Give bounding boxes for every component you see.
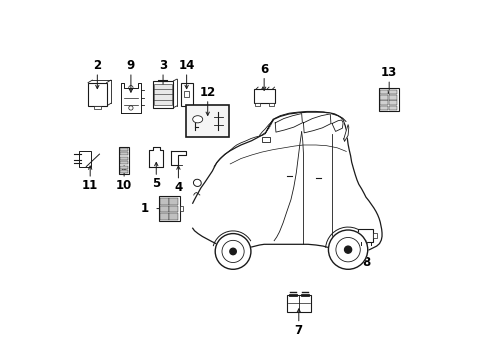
Bar <box>388 100 396 105</box>
Bar <box>388 90 396 94</box>
Circle shape <box>215 234 250 269</box>
Bar <box>154 84 171 105</box>
Bar <box>379 88 398 111</box>
Polygon shape <box>303 114 330 133</box>
Text: 11: 11 <box>82 179 98 192</box>
Bar <box>120 152 128 155</box>
Text: 10: 10 <box>116 179 132 192</box>
Text: 12: 12 <box>199 86 215 99</box>
Bar <box>380 105 387 110</box>
Text: 2: 2 <box>93 59 101 72</box>
Text: 4: 4 <box>174 181 182 194</box>
Bar <box>254 103 259 107</box>
Bar <box>119 147 129 174</box>
Bar <box>180 206 183 211</box>
Bar <box>268 103 273 107</box>
Polygon shape <box>275 113 302 132</box>
Bar <box>373 233 376 238</box>
Bar <box>160 198 168 205</box>
Bar <box>120 157 128 159</box>
Text: 8: 8 <box>361 256 369 269</box>
Bar <box>388 105 396 110</box>
Circle shape <box>328 230 367 269</box>
Bar <box>388 95 396 100</box>
Text: 13: 13 <box>380 66 396 79</box>
Bar <box>169 206 178 212</box>
Bar <box>94 106 101 109</box>
Ellipse shape <box>192 116 203 123</box>
Bar <box>160 206 168 212</box>
Bar <box>380 100 387 105</box>
Bar <box>262 138 269 143</box>
Circle shape <box>344 246 351 253</box>
Bar <box>120 148 128 151</box>
Bar <box>120 166 128 168</box>
Bar <box>152 81 173 108</box>
Bar <box>169 198 178 205</box>
Bar <box>169 213 178 220</box>
Text: 9: 9 <box>126 59 135 72</box>
Bar <box>160 213 168 220</box>
Bar <box>380 90 387 94</box>
Bar <box>358 229 373 242</box>
Text: 14: 14 <box>178 59 194 72</box>
Text: 7: 7 <box>294 324 302 337</box>
Bar <box>380 95 387 100</box>
Bar <box>253 89 274 103</box>
Bar <box>186 105 229 137</box>
Polygon shape <box>343 125 348 141</box>
Bar <box>79 150 91 167</box>
Bar <box>88 83 106 106</box>
Bar <box>120 170 128 173</box>
Bar <box>159 197 180 221</box>
Text: 1: 1 <box>141 202 149 215</box>
Text: 5: 5 <box>152 177 160 190</box>
Bar <box>183 91 189 97</box>
Circle shape <box>229 248 236 255</box>
Polygon shape <box>331 120 343 131</box>
Text: 3: 3 <box>159 59 167 72</box>
Polygon shape <box>264 119 273 134</box>
Ellipse shape <box>193 179 201 186</box>
Text: 6: 6 <box>260 63 268 76</box>
Bar <box>181 83 192 106</box>
Bar <box>286 295 310 312</box>
Bar <box>120 161 128 164</box>
